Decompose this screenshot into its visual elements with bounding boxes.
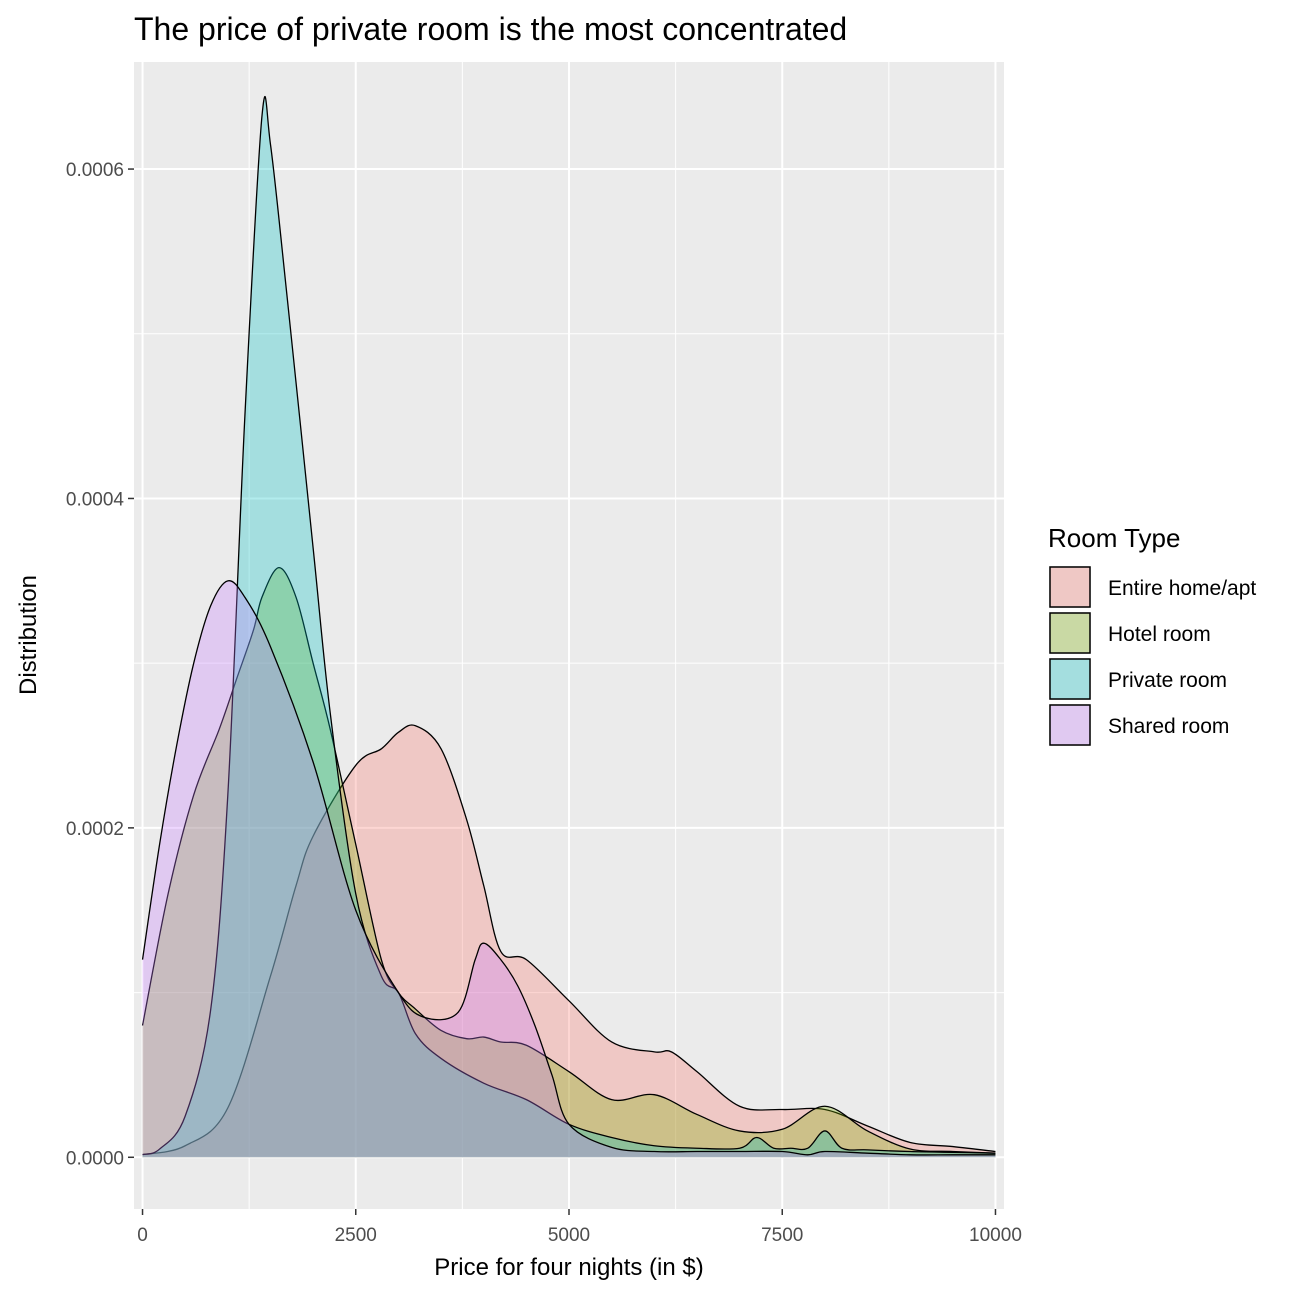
density-area-private-room <box>142 96 996 1158</box>
legend-key-shared-room <box>1049 704 1091 746</box>
legend-item-private-room: Private room <box>1049 658 1227 700</box>
legend-item-entire-home-apt: Entire home/apt <box>1049 566 1256 608</box>
legend-label-entire-home-apt: Entire home/apt <box>1108 577 1256 600</box>
legend-label-private-room: Private room <box>1108 669 1227 692</box>
legend-label-shared-room: Shared room <box>1108 715 1229 738</box>
x-tick-label: 0 <box>137 1225 148 1246</box>
x-tick-label: 10000 <box>969 1225 1022 1246</box>
y-tick-label: 0.0000 <box>66 1148 124 1169</box>
major-gridlines <box>134 62 1004 1209</box>
legend: Room Type Entire home/apt Hotel room Priva… <box>1048 523 1256 746</box>
x-tick-label: 7500 <box>761 1225 803 1246</box>
x-axis-title: Price for four nights (in $) <box>434 1254 703 1281</box>
legend-swatch-hotel-room <box>1049 612 1091 654</box>
legend-key-private-room <box>1049 658 1091 700</box>
legend-swatch-private-room <box>1049 658 1091 700</box>
density-line-hotel-room <box>141 566 996 1154</box>
legend-label-hotel-room: Hotel room <box>1108 623 1211 646</box>
chart-title: The price of private room is the most co… <box>134 11 847 47</box>
y-axis-ticks: 0.0000 0.0002 0.0004 0.0006 <box>66 160 134 1169</box>
x-tick-label: 2500 <box>335 1225 377 1246</box>
y-tick-label: 0.0004 <box>66 489 125 510</box>
legend-swatch-shared-room <box>1049 704 1091 746</box>
legend-swatch-entire-home-apt <box>1049 566 1091 608</box>
x-tick-label: 5000 <box>548 1225 590 1246</box>
legend-key-entire-home-apt <box>1049 566 1091 608</box>
density-line-shared-room <box>141 580 996 1156</box>
density-area-shared-room <box>142 580 996 1158</box>
x-axis-ticks: 0 2500 5000 7500 10000 <box>137 1209 1022 1246</box>
y-tick-label: 0.0006 <box>66 160 124 181</box>
density-line-entire-home-apt <box>142 724 996 1156</box>
legend-item-shared-room: Shared room <box>1049 704 1229 746</box>
density-areas <box>141 96 996 1158</box>
density-area-hotel-room <box>142 567 996 1158</box>
density-area-entire-home-apt <box>142 725 996 1158</box>
legend-item-hotel-room: Hotel room <box>1049 612 1211 654</box>
legend-key-hotel-room <box>1049 612 1091 654</box>
legend-title: Room Type <box>1048 523 1180 553</box>
y-tick-label: 0.0002 <box>66 819 124 840</box>
y-axis-title: Distribution <box>15 575 42 695</box>
